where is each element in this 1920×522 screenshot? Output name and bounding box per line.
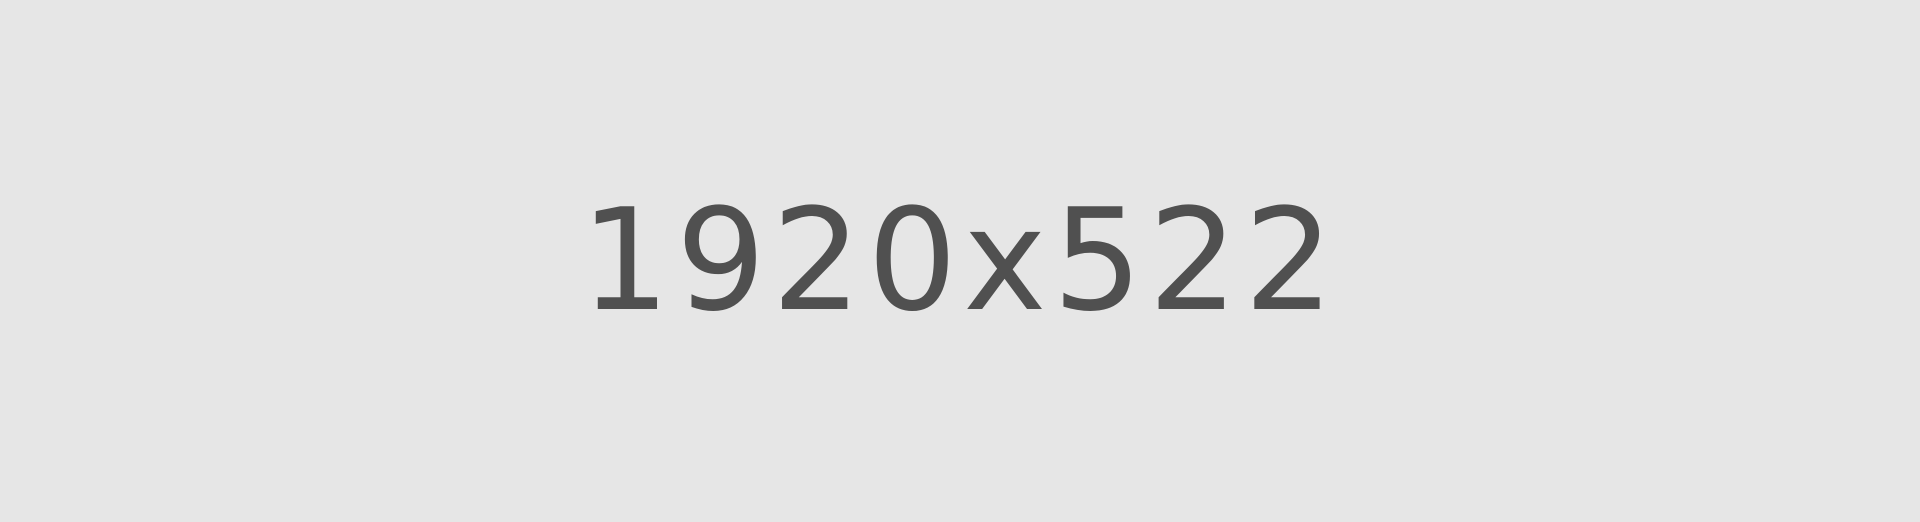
dimensions-label: 1920x522	[580, 178, 1340, 343]
